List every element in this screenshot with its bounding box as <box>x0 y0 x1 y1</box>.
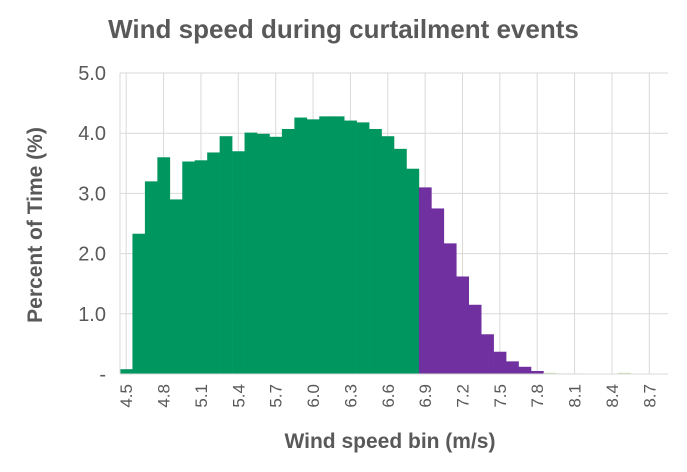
x-tick-label: 7.8 <box>528 384 547 408</box>
bar-5.4 <box>232 151 245 374</box>
bar-7.1 <box>443 243 457 374</box>
bar-7.0 <box>431 208 445 374</box>
chart-title: Wind speed during curtailment events <box>108 14 579 44</box>
bar-5.1 <box>194 160 208 374</box>
bar-5.6 <box>257 133 270 374</box>
x-tick-label: 6.0 <box>304 384 323 408</box>
bar-6.2 <box>331 116 345 374</box>
bar-7.4 <box>481 334 494 374</box>
bar-5.2 <box>207 152 220 374</box>
bar-7.3 <box>468 304 482 374</box>
x-tick-label: 7.5 <box>491 384 510 408</box>
x-tick-label: 5.1 <box>192 384 211 408</box>
x-tick-labels: 4.5 4.8 5.1 5.4 5.7 6.0 6.3 6.6 6.9 7.2 7.5 7.8 8.1 8… <box>117 384 659 408</box>
bar-series <box>120 116 631 375</box>
bar-6.8 <box>406 168 420 374</box>
bar-6.7 <box>394 148 407 374</box>
x-tick-label: 8.4 <box>603 384 622 408</box>
bar-8.5 <box>618 372 631 374</box>
x-tick-label: 4.8 <box>155 384 174 408</box>
bar-4.9 <box>169 199 183 374</box>
bar-4.6 <box>132 233 146 374</box>
bar-6.4 <box>356 122 370 374</box>
x-tick-label: 6.6 <box>379 384 398 408</box>
bar-5.5 <box>244 132 258 374</box>
x-tick-label: 5.7 <box>267 384 286 408</box>
y-tick-label: - <box>99 364 106 386</box>
y-tick-label: 5.0 <box>78 63 106 85</box>
bar-7.9 <box>543 372 557 374</box>
bar-7.7 <box>518 366 532 374</box>
bar-4.7 <box>144 181 158 374</box>
bar-6.9 <box>418 187 432 374</box>
bar-6.1 <box>319 116 333 374</box>
bar-4.5 <box>120 369 133 374</box>
bar-6.3 <box>344 120 357 374</box>
x-tick-label: 4.5 <box>117 384 136 408</box>
y-tick-label: 3.0 <box>78 183 106 205</box>
bar-6.0 <box>306 119 320 374</box>
bar-5.9 <box>294 117 308 375</box>
x-tick-label: 7.2 <box>454 384 473 408</box>
bar-5.0 <box>182 161 196 374</box>
x-tick-label: 6.3 <box>341 384 360 408</box>
x-axis-label: Wind speed bin (m/s) <box>285 430 496 453</box>
y-axis-label: Percent of Time (%) <box>24 127 47 323</box>
bar-4.8 <box>157 157 171 374</box>
x-tick-label: 8.7 <box>640 384 659 408</box>
bar-7.8 <box>531 370 544 374</box>
bar-5.7 <box>269 136 283 374</box>
bar-5.3 <box>219 136 233 374</box>
bar-7.2 <box>456 276 470 374</box>
bar-7.6 <box>506 361 519 374</box>
y-tick-labels: - 1.0 2.0 3.0 4.0 5.0 <box>78 63 106 386</box>
bar-5.8 <box>281 128 295 374</box>
axes <box>119 73 668 375</box>
x-tick-label: 5.4 <box>229 384 248 408</box>
y-tick-label: 2.0 <box>78 244 106 266</box>
x-tick-label: 6.9 <box>416 384 435 408</box>
bar-6.6 <box>381 136 395 374</box>
bar-7.5 <box>493 351 507 374</box>
y-tick-label: 4.0 <box>78 123 106 145</box>
x-tick-label: 8.1 <box>566 384 585 408</box>
bar-6.5 <box>369 128 382 374</box>
y-tick-label: 1.0 <box>78 304 106 326</box>
